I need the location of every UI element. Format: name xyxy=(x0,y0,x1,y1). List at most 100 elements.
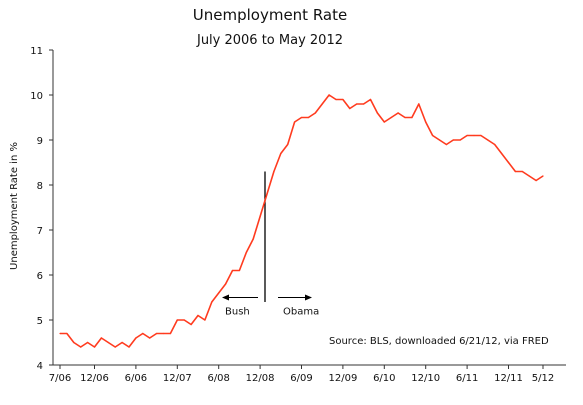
data-point xyxy=(432,134,434,137)
data-point xyxy=(149,337,151,339)
data-point xyxy=(169,332,171,335)
x-tick-label: 7/06 xyxy=(49,373,71,384)
data-point xyxy=(280,152,282,155)
data-point xyxy=(197,314,199,317)
data-point xyxy=(328,94,330,96)
x-tick-label: 6/08 xyxy=(207,373,229,384)
y-tick-label: 11 xyxy=(30,46,43,57)
data-point xyxy=(425,121,427,123)
data-point xyxy=(135,337,137,339)
data-point xyxy=(383,121,385,123)
y-axis-label: Unemployment Rate in % xyxy=(9,142,20,270)
data-point xyxy=(535,179,537,182)
data-point xyxy=(73,341,75,344)
data-point xyxy=(473,134,475,137)
data-point xyxy=(259,215,261,218)
source-note: Source: BLS, downloaded 6/21/12, via FRE… xyxy=(329,336,549,347)
axes xyxy=(52,50,566,366)
data-point xyxy=(211,301,213,303)
data-point xyxy=(66,332,68,335)
data-point xyxy=(252,238,254,240)
data-point xyxy=(521,170,523,173)
x-tick-label: 12/07 xyxy=(163,373,192,384)
x-tick-label: 6/09 xyxy=(290,373,312,384)
data-point xyxy=(501,152,503,155)
data-point xyxy=(528,175,530,177)
y-tick-label: 8 xyxy=(37,181,43,192)
data-point xyxy=(397,112,399,114)
data-point xyxy=(404,116,406,119)
tick-marks: 4 5 6 7 8 9 10 11 7/06 12/06 6/06 12/07 6/08 12/08 6/0… xyxy=(30,46,554,384)
obama-label: Obama xyxy=(283,307,319,318)
annotations: Bush Obama Source: BLS, downloaded 6/21/12… xyxy=(222,171,549,347)
data-point xyxy=(287,143,289,146)
data-point xyxy=(363,103,365,105)
data-point xyxy=(93,346,96,348)
data-point xyxy=(156,332,158,335)
x-tick-label: 6/10 xyxy=(373,373,395,384)
data-point xyxy=(183,319,185,321)
x-tick-label: 5/12 xyxy=(532,373,554,384)
obama-arrowhead xyxy=(305,294,312,301)
x-tick-label: 12/11 xyxy=(494,373,523,384)
y-tick-label: 7 xyxy=(37,226,43,237)
data-point xyxy=(494,143,496,146)
bush-arrowhead xyxy=(222,294,229,301)
data-point xyxy=(514,170,517,173)
data-point xyxy=(314,112,316,114)
data-point xyxy=(238,269,240,272)
data-point xyxy=(190,323,192,326)
data-point xyxy=(342,98,344,101)
data-point xyxy=(225,283,227,285)
data-point xyxy=(466,134,468,137)
data-point xyxy=(142,332,144,335)
data-point xyxy=(266,193,268,195)
data-point xyxy=(418,103,420,105)
data-point xyxy=(128,346,130,348)
data-point xyxy=(411,116,413,119)
data-point xyxy=(245,251,247,254)
chart-title: Unemployment Rate xyxy=(193,6,347,24)
data-point xyxy=(218,292,220,294)
data-point xyxy=(294,121,296,123)
y-tick-label: 10 xyxy=(30,91,43,102)
data-point xyxy=(438,139,441,141)
data-point xyxy=(369,98,372,101)
data-point xyxy=(507,161,510,164)
data-point xyxy=(487,139,489,141)
data-point xyxy=(162,332,165,335)
y-tick-label: 9 xyxy=(37,136,43,147)
data-point xyxy=(204,319,206,321)
data-point xyxy=(87,341,89,344)
data-point xyxy=(445,143,447,146)
data-point xyxy=(100,337,102,339)
data-point xyxy=(356,103,358,105)
x-tick-label: 12/09 xyxy=(328,373,357,384)
data-point xyxy=(459,139,461,141)
bush-label: Bush xyxy=(225,307,250,318)
x-tick-label: 6/11 xyxy=(456,373,478,384)
chart-subtitle: July 2006 to May 2012 xyxy=(196,33,343,48)
series-layer xyxy=(59,94,544,348)
data-point xyxy=(231,269,234,272)
data-point xyxy=(480,134,482,137)
data-point xyxy=(376,112,378,114)
y-tick-label: 6 xyxy=(37,271,43,282)
y-tick-label: 4 xyxy=(37,361,43,372)
data-point xyxy=(452,139,454,141)
data-point xyxy=(321,103,323,105)
x-tick-label: 6/06 xyxy=(125,373,147,384)
data-point xyxy=(390,116,392,119)
x-tick-label: 12/06 xyxy=(80,373,109,384)
x-tick-label: 12/10 xyxy=(411,373,440,384)
data-point xyxy=(335,98,337,101)
data-point xyxy=(59,332,61,335)
data-point xyxy=(542,175,544,177)
data-point xyxy=(176,319,178,321)
data-point xyxy=(114,346,116,348)
data-point xyxy=(273,170,275,173)
x-tick-label: 12/08 xyxy=(246,373,275,384)
data-point xyxy=(307,116,309,119)
